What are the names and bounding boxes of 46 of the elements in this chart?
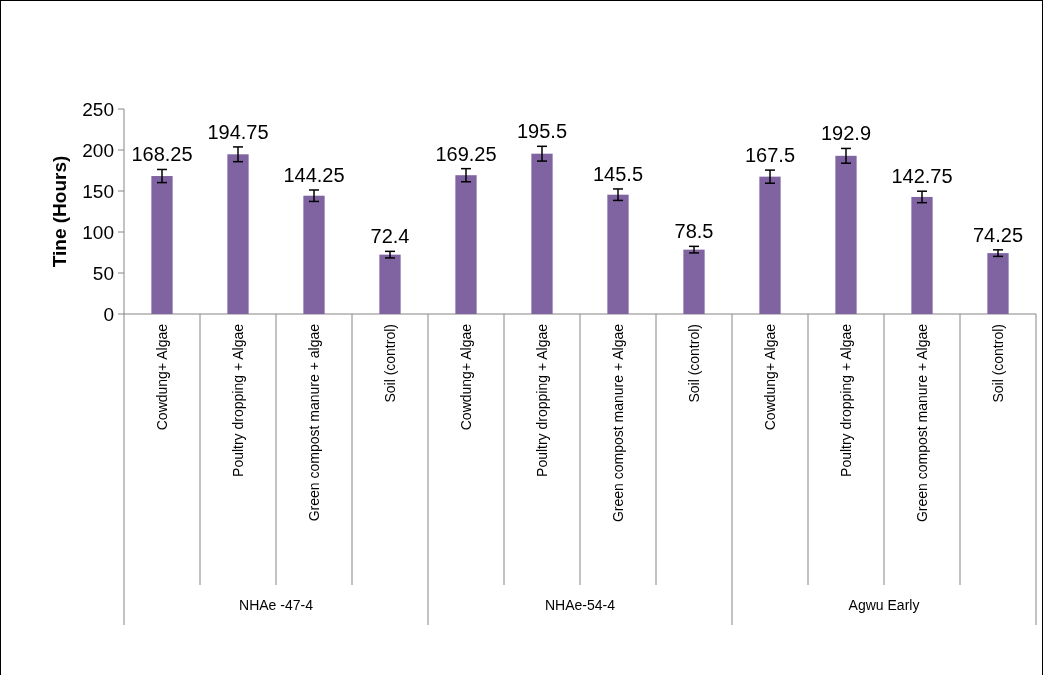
bar	[987, 253, 1009, 314]
y-tick-label: 100	[82, 221, 114, 243]
bar	[303, 195, 325, 314]
data-label: 167.5	[744, 144, 796, 167]
x-tick-label: Poultry dropping + Algae	[838, 323, 854, 477]
bar	[455, 175, 477, 314]
text: NHAe -47-4	[239, 596, 314, 613]
data-label: 142.75	[891, 165, 953, 188]
data-label: 78.5	[674, 220, 714, 243]
data-label: 74.25	[972, 223, 1024, 246]
bar	[227, 154, 249, 314]
x-tick-label: Soil (control)	[990, 324, 1006, 403]
x-tick-label: Cowdung+ Algae	[154, 323, 170, 431]
x-tick-label: Green compost manure + algae	[306, 323, 322, 522]
x-tick-label: Cowdung+ Algae	[762, 323, 778, 431]
bar	[759, 176, 781, 314]
bar	[531, 153, 553, 314]
bar	[379, 254, 401, 314]
text: NHAe-54-4	[544, 596, 616, 613]
y-axis-title: Tine (Hours)	[49, 155, 70, 268]
x-tick-label: Green compost manure + Algae	[610, 323, 626, 523]
x-tick-label: Poultry dropping + Algae	[534, 323, 550, 477]
y-tick-label: 200	[82, 139, 114, 161]
bar	[607, 194, 629, 314]
y-tick-label: 150	[82, 180, 114, 202]
y-tick-label: 250	[82, 98, 114, 120]
bar	[683, 249, 705, 314]
x-tick-label: Green compost manure + Algae	[914, 323, 930, 523]
bar	[911, 196, 933, 314]
y-tick-label: 50	[92, 262, 114, 284]
x-tick-label: Poultry dropping + Algae	[230, 323, 246, 477]
bar	[151, 176, 173, 314]
data-label: 169.25	[435, 142, 497, 165]
x-tick-label: Soil (control)	[382, 324, 398, 403]
data-label: 194.75	[207, 120, 269, 143]
text: Agwu Early	[848, 596, 920, 613]
data-label: 192.9	[820, 122, 872, 145]
x-tick-label: Soil (control)	[686, 324, 702, 403]
y-tick-label: 0	[103, 303, 114, 325]
data-label: 145.5	[592, 162, 644, 185]
data-label: 168.25	[131, 143, 193, 166]
data-label: 195.5	[516, 120, 568, 143]
bar	[835, 155, 857, 314]
data-label: 144.25	[283, 163, 345, 186]
data-label: 72.4	[370, 225, 410, 248]
x-tick-label: Cowdung+ Algae	[458, 323, 474, 431]
